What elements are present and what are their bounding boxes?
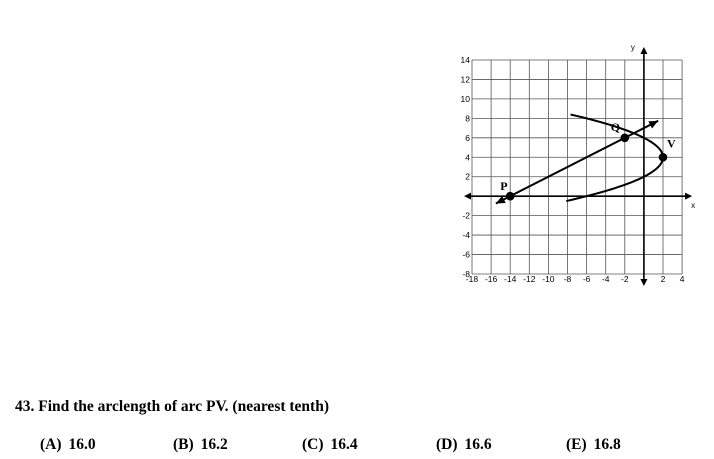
x-tick-label: -8 [564,274,572,284]
choice-b[interactable]: (B) 16.2 [173,436,228,454]
question-text: Find the arclength of arc PV. (nearest t… [38,398,329,415]
labeled-points: P Q V [500,120,676,201]
y-tick-label: -6 [462,250,470,260]
secant-arrow-end [648,120,659,129]
y-tick-label: 14 [461,55,471,65]
choice-a-value: 16.0 [68,436,96,453]
point-v-label: V [667,136,676,150]
question-43: 43. Find the arclength of arc PV. (neare… [15,398,329,416]
secant-line-pq [495,119,659,205]
y-axis-label: y [631,43,635,52]
y-tick-label: 4 [465,152,470,162]
y-tick-label: 6 [465,133,470,143]
y-tick-label: 10 [461,94,471,104]
choice-d-label: (D) [436,436,458,453]
y-axis-arrow-up [640,47,648,54]
x-tick-label: -4 [602,274,610,284]
y-tick-label: -2 [462,211,470,221]
point-q-label: Q [611,120,620,134]
secant-arrow-start [495,195,506,204]
choice-b-label: (B) [173,436,194,453]
choice-a[interactable]: (A) 16.0 [40,436,96,454]
x-tick-label: 2 [661,274,666,284]
y-tick-label: 12 [461,74,471,84]
x-tick-label: -12 [523,274,536,284]
choice-e-value: 16.8 [593,436,621,453]
y-tick-label: 2 [465,172,470,182]
point-v [658,152,668,162]
x-axis-arrow-right [685,192,693,200]
x-tick-label: -18 [466,274,479,284]
point-p [505,191,515,201]
x-axis-label: x [691,201,695,210]
choice-c-label: (C) [302,436,324,453]
point-q [620,133,630,143]
choice-d[interactable]: (D) 16.6 [436,436,492,454]
x-tick-label: -14 [504,274,517,284]
choice-b-value: 16.2 [200,436,228,453]
choice-e-label: (E) [566,436,587,453]
x-tick-label: -16 [485,274,498,284]
axes: yx [464,43,695,286]
x-tick-label: -10 [542,274,555,284]
x-tick-label: -6 [583,274,591,284]
y-tick-label: -8 [462,269,470,279]
choice-c-value: 16.4 [330,436,358,453]
choice-c[interactable]: (C) 16.4 [302,436,358,454]
question-number: 43. [15,398,35,415]
y-tick-label: 8 [465,113,470,123]
y-axis-arrow-down [640,278,648,286]
point-p-label: P [500,179,507,193]
y-tick-label: -4 [462,230,470,240]
x-tick-label: 4 [680,274,685,284]
x-tick-label: -2 [621,274,629,284]
grid-lines [471,59,683,275]
choice-a-label: (A) [40,436,62,453]
x-axis-arrow-left [464,192,471,200]
choice-e[interactable]: (E) 16.8 [566,436,621,454]
choice-d-value: 16.6 [464,436,492,453]
secant-line [495,119,659,205]
